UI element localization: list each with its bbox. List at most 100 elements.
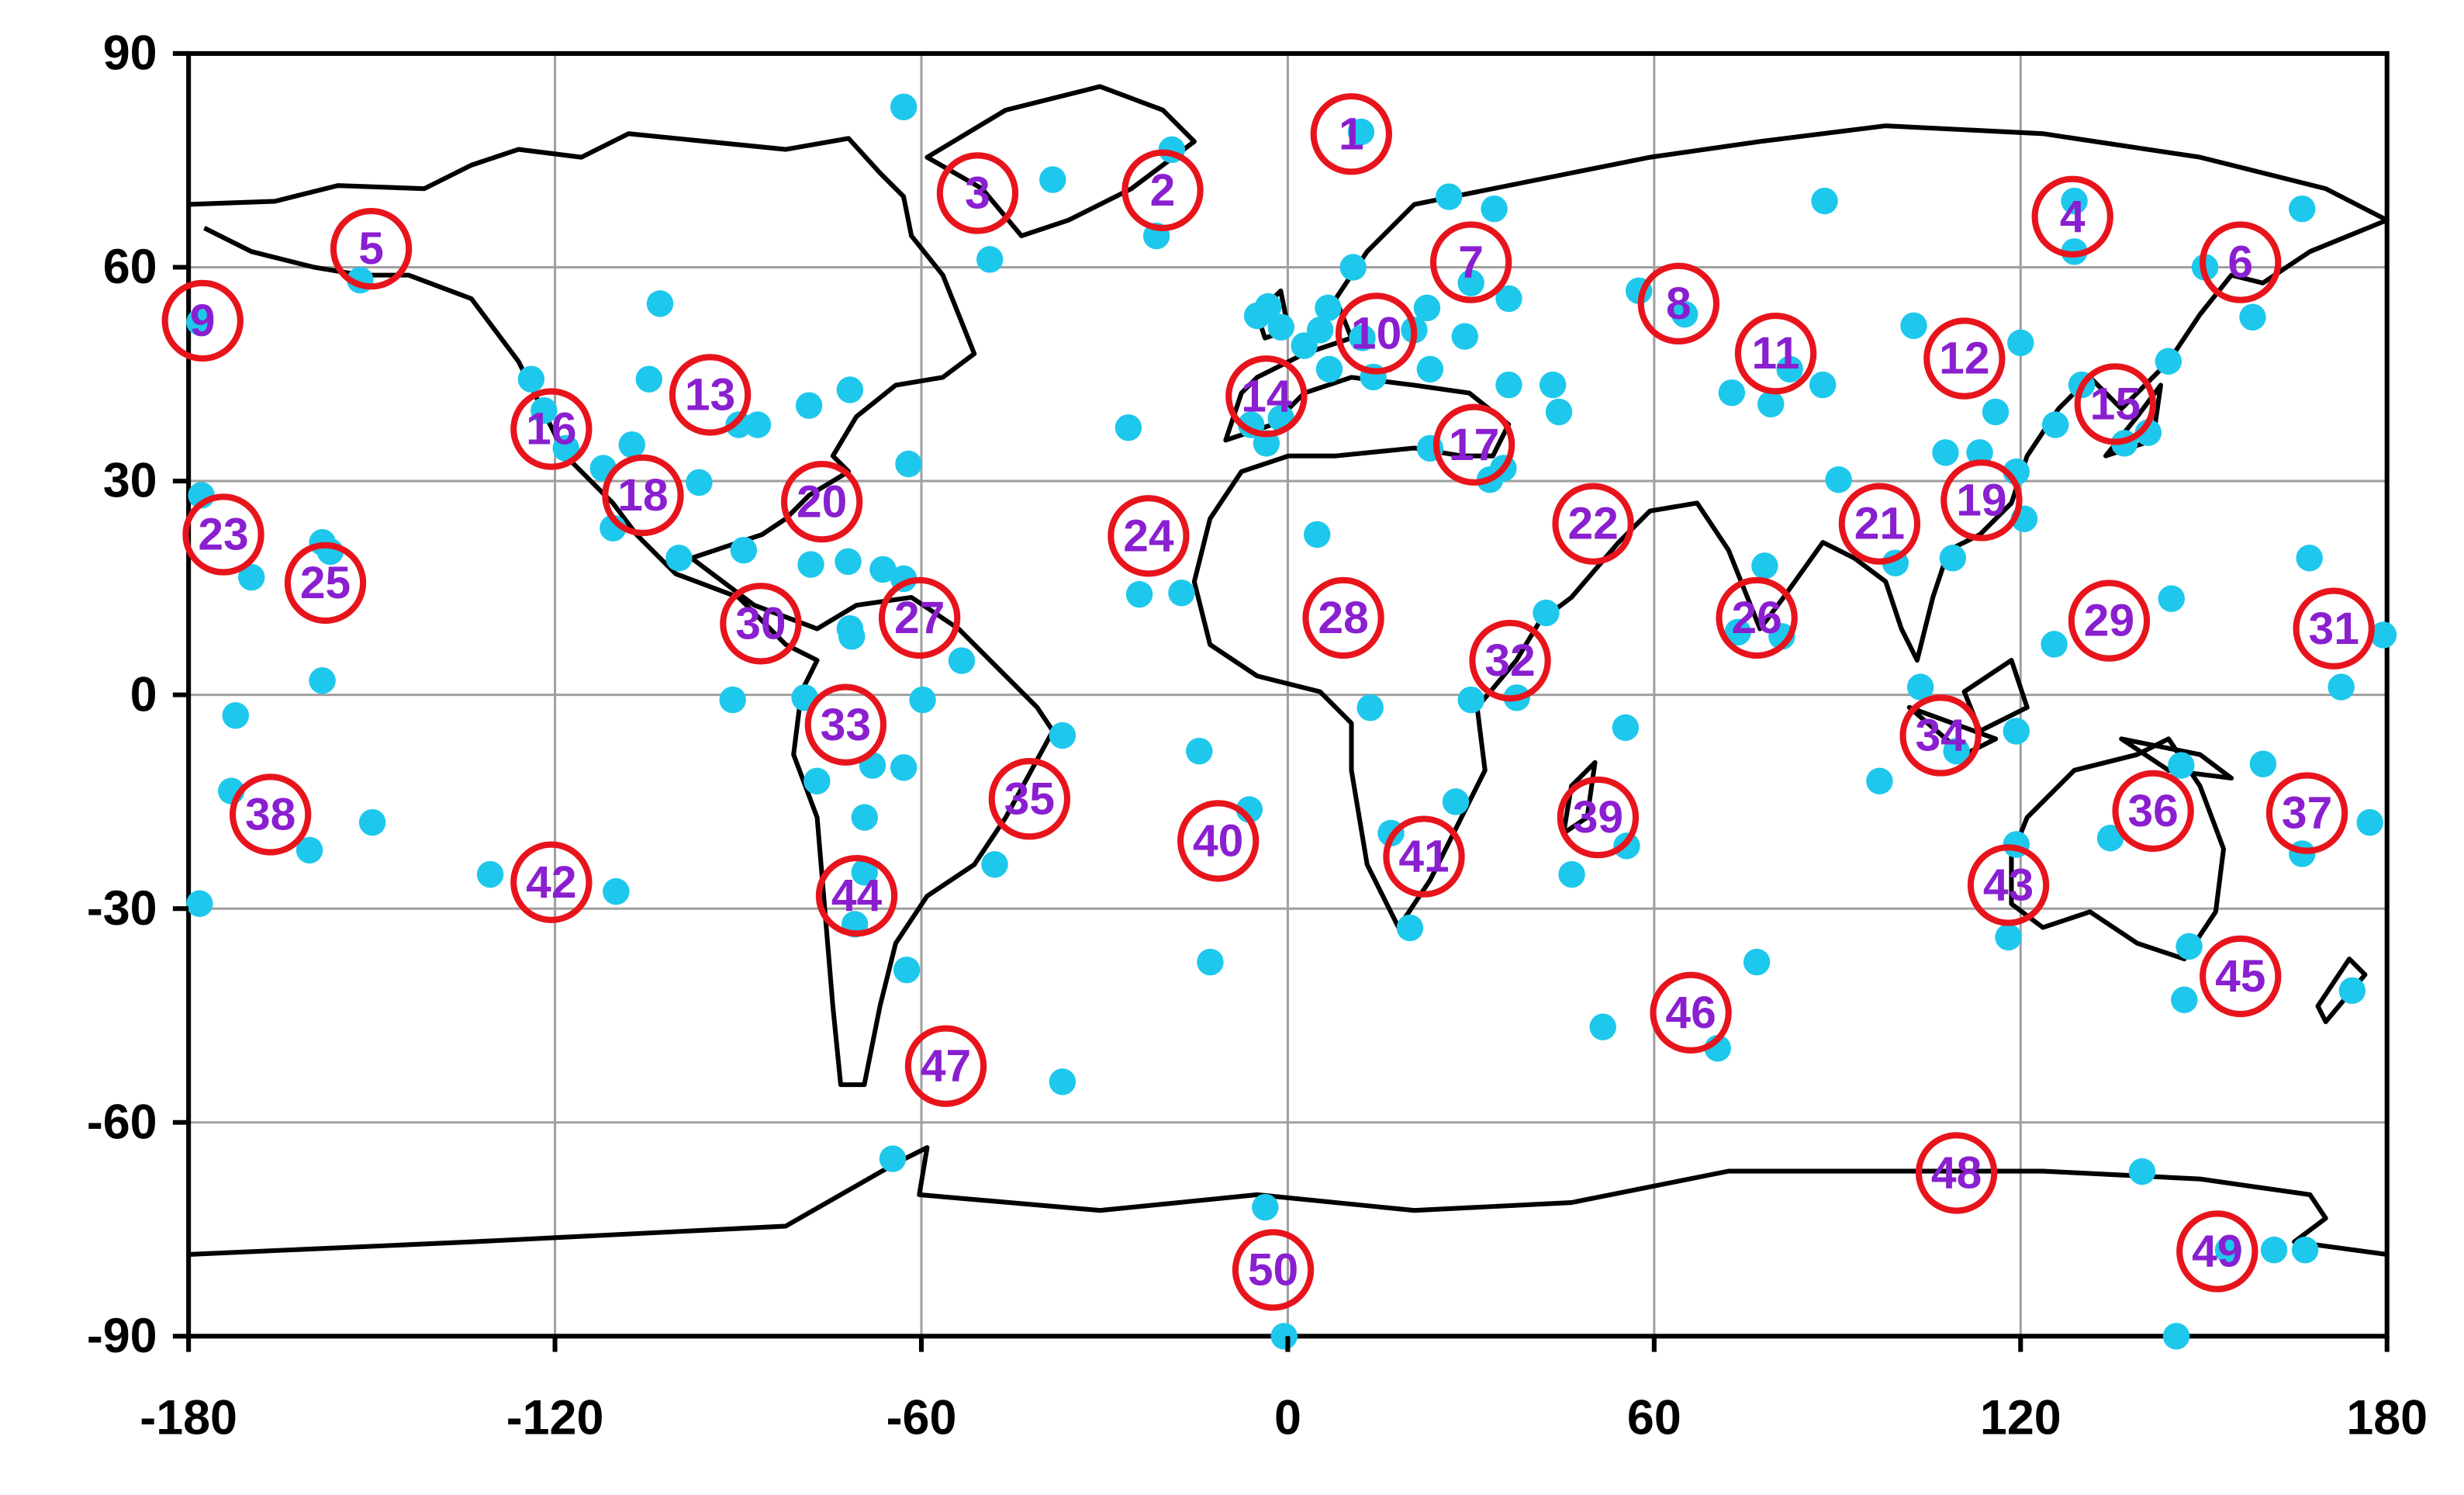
station-point: [869, 555, 897, 583]
station-point: [1049, 1068, 1076, 1095]
site-label: 47: [921, 1041, 971, 1092]
site-ring: [1734, 312, 1817, 395]
coastline: [924, 84, 1197, 239]
site-label: 50: [1248, 1244, 1298, 1295]
station-point: [1442, 788, 1470, 815]
site-ring: [1923, 317, 2006, 400]
station-point: [686, 469, 713, 497]
station-point: [2327, 673, 2355, 701]
station-point: [2260, 1236, 2288, 1264]
station-point: [1457, 269, 1484, 296]
site-ring: [1650, 971, 1732, 1054]
site-label: 15: [2090, 379, 2141, 429]
site-ring: [182, 493, 264, 576]
x-tick-label: 180: [2346, 1390, 2428, 1445]
station-point: [1481, 195, 1508, 223]
station-point: [517, 365, 545, 393]
site-ring: [904, 1025, 987, 1107]
station-point: [1718, 379, 1746, 407]
site-ring: [1232, 1229, 1315, 1311]
site-ring: [988, 758, 1071, 840]
y-tick-label: 90: [103, 26, 157, 81]
site-label: 29: [2084, 596, 2134, 646]
station-point: [797, 551, 824, 578]
station-point: [1612, 714, 1640, 742]
site-label: 39: [1573, 792, 1623, 843]
station-point: [1943, 737, 1970, 765]
site-label: 44: [831, 870, 883, 921]
station-point: [2128, 1158, 2156, 1185]
site-ring: [602, 454, 684, 537]
site-ring: [284, 542, 367, 625]
station-point: [1252, 1193, 1279, 1221]
station-point: [646, 290, 674, 317]
station-point: [2369, 621, 2397, 649]
station-point: [1900, 312, 1927, 340]
site-ring: [1335, 292, 1418, 375]
station-point: [222, 702, 249, 729]
site-ring: [1310, 93, 1392, 175]
y-tick-label: -90: [87, 1309, 157, 1363]
y-tick-label: -30: [87, 881, 157, 936]
site-ring: [1716, 576, 1798, 659]
station-point: [1589, 1013, 1616, 1040]
site-label: 10: [1351, 309, 1401, 359]
site-ring: [1940, 459, 2023, 542]
station-point: [1197, 948, 1224, 976]
site-label: 45: [2215, 951, 2265, 1002]
station-point: [1267, 313, 1294, 341]
station-point: [1751, 552, 1778, 580]
site-label: 27: [894, 593, 945, 643]
station-point: [1168, 580, 1195, 607]
site-label: 17: [1449, 420, 1499, 470]
station-point: [1349, 324, 1376, 351]
site-label: 14: [1241, 371, 1292, 421]
site-ring: [330, 207, 413, 290]
station-point: [1757, 390, 1785, 418]
station-point: [851, 804, 878, 831]
site-label: 24: [1123, 510, 1174, 561]
site-ring: [1469, 619, 1551, 702]
station-point: [2171, 986, 2198, 1013]
site-ring: [1383, 815, 1465, 898]
station-point: [186, 890, 213, 917]
station-point: [1315, 294, 1342, 322]
station-point: [2296, 545, 2323, 572]
station-point: [1966, 439, 1993, 466]
station-point: [835, 548, 862, 576]
site-ring: [804, 683, 887, 766]
site-label: 21: [1854, 499, 1905, 549]
site-label: 34: [1915, 711, 1966, 761]
site-ring: [1432, 403, 1515, 486]
station-point: [1533, 599, 1560, 627]
x-tick-label: 60: [1627, 1390, 1681, 1445]
site-ring: [2176, 1210, 2258, 1293]
station-point: [530, 396, 558, 424]
site-label: 22: [1567, 499, 1618, 549]
grid: [187, 52, 2389, 1338]
site-label: 35: [1004, 773, 1055, 824]
site-ring: [1838, 483, 1921, 565]
coastline: [2009, 736, 2227, 962]
site-label: 25: [300, 558, 351, 608]
station-point: [1115, 414, 1142, 441]
station-point: [1416, 355, 1444, 383]
station-point: [1347, 118, 1375, 146]
station-point: [635, 365, 663, 393]
station-point: [1396, 914, 1424, 942]
site-ring: [2200, 221, 2282, 303]
site-label: 48: [1931, 1148, 1982, 1199]
station-point: [2175, 933, 2203, 960]
station-point: [730, 536, 758, 564]
station-point: [838, 623, 866, 650]
station-point: [1545, 398, 1573, 426]
station-point: [1776, 355, 1803, 383]
site-label: 30: [735, 598, 786, 649]
station-point: [238, 563, 265, 591]
station-point: [795, 392, 823, 419]
station-point: [476, 860, 504, 888]
site-ring: [2031, 175, 2113, 258]
station-point: [2096, 825, 2124, 852]
